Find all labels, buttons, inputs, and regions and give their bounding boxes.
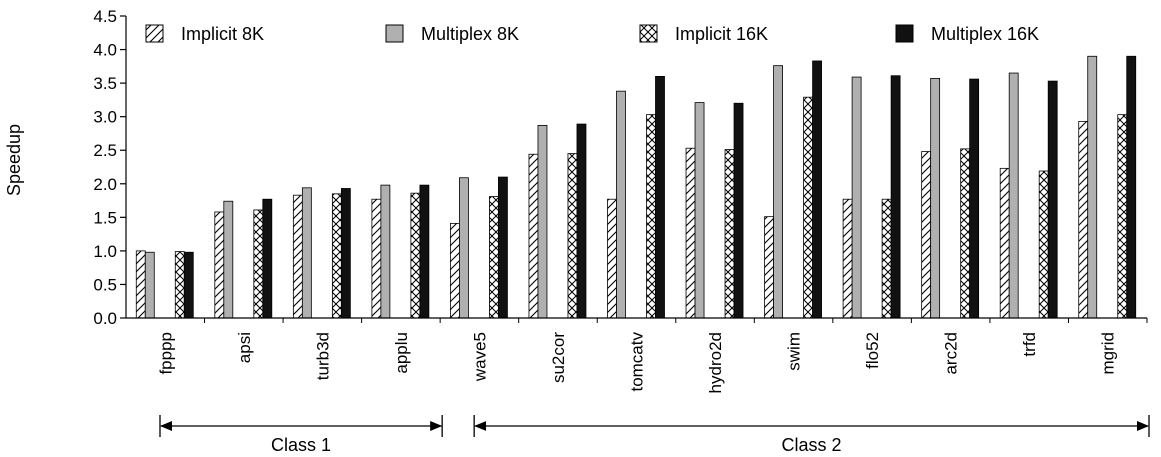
- bar-wave5-multiplex-8k: [459, 177, 469, 319]
- y-tick-label: 2.5: [93, 141, 117, 160]
- bar-mgrid-multiplex-8k: [1087, 55, 1098, 319]
- legend-swatch-implicit-8k: [145, 24, 164, 43]
- bar-arc2d-implicit-8k: [921, 151, 932, 319]
- bar-applu-multiplex-16k: [419, 184, 430, 319]
- bar-apsi-implicit-16k: [253, 209, 264, 319]
- bar-hydro2d-implicit-16k: [724, 149, 735, 319]
- legend-swatch-implicit-16k: [639, 24, 658, 43]
- legend-swatch-multiplex-8k: [385, 24, 404, 43]
- y-tick-label: 1.0: [93, 242, 117, 261]
- y-axis-label: Speedup: [4, 124, 24, 196]
- y-tick-label: 0.5: [93, 275, 117, 294]
- legend-label: Multiplex 16K: [931, 24, 1039, 44]
- legend-label: Multiplex 8K: [421, 24, 519, 44]
- bar-tomcatv-multiplex-8k: [616, 90, 626, 319]
- bar-tomcatv-implicit-8k: [607, 198, 617, 319]
- bar-apsi-multiplex-16k: [262, 198, 273, 319]
- bar-su2cor-multiplex-8k: [537, 124, 548, 319]
- bar-trfd-multiplex-8k: [1008, 72, 1019, 319]
- y-tick-label: 2.0: [93, 175, 117, 194]
- y-tick-label: 4.5: [93, 7, 117, 26]
- x-tick-label: swim: [785, 332, 804, 371]
- x-tick-label: flo52: [863, 332, 882, 369]
- x-tick-label: mgrid: [1099, 332, 1118, 375]
- bar-arc2d-multiplex-8k: [930, 78, 941, 319]
- bar-apsi-multiplex-8k: [223, 200, 234, 319]
- bar-swim-implicit-16k: [803, 96, 813, 319]
- y-tick-label: 3.0: [93, 108, 117, 127]
- x-tick-label: turb3d: [313, 332, 332, 380]
- bar-hydro2d-multiplex-8k: [694, 102, 705, 319]
- bar-su2cor-implicit-16k: [567, 153, 578, 319]
- y-tick-label: 1.5: [93, 208, 117, 227]
- bar-swim-multiplex-8k: [773, 65, 783, 319]
- bar-turb3d-implicit-16k: [331, 193, 342, 319]
- class-label: Class 1: [271, 435, 331, 455]
- bar-turb3d-multiplex-8k: [301, 187, 312, 319]
- x-tick-label: hydro2d: [706, 332, 725, 393]
- bar-flo52-implicit-8k: [842, 198, 853, 319]
- bar-applu-implicit-16k: [410, 192, 421, 319]
- y-tick-label: 4.0: [93, 41, 117, 60]
- bar-mgrid-multiplex-16k: [1126, 55, 1137, 319]
- bar-mgrid-implicit-16k: [1117, 114, 1128, 319]
- bar-arc2d-implicit-16k: [960, 148, 971, 319]
- y-tick-label: 3.5: [93, 74, 117, 93]
- bar-fpppp-multiplex-16k: [183, 251, 194, 319]
- class-annotations: Class 1 Class 2: [159, 415, 1150, 455]
- y-tick-label: 0.0: [93, 309, 117, 328]
- bar-hydro2d-multiplex-16k: [733, 102, 744, 319]
- x-tick-label: su2cor: [549, 332, 568, 383]
- legend-label: Implicit 16K: [675, 24, 768, 44]
- x-tick-label: fpppp: [156, 332, 175, 375]
- bar-su2cor-implicit-8k: [528, 153, 539, 319]
- x-tick-label: trfd: [1020, 332, 1039, 357]
- bar-wave5-multiplex-16k: [498, 176, 508, 319]
- bar-mgrid-implicit-8k: [1078, 120, 1089, 319]
- bar-trfd-multiplex-16k: [1047, 80, 1058, 319]
- x-tick-label: wave5: [470, 332, 489, 382]
- bar-applu-multiplex-8k: [380, 184, 391, 319]
- y-axis: 0.0 0.5 1.0 1.5 2.0 2.5 3.0 3.5 4.0 4.5: [93, 7, 127, 328]
- class-label: Class 2: [782, 435, 842, 455]
- bar-hydro2d-implicit-8k: [685, 147, 696, 319]
- bar-flo52-multiplex-8k: [851, 76, 862, 319]
- x-tick-label: apsi: [235, 332, 254, 363]
- bar-turb3d-implicit-8k: [292, 194, 303, 319]
- bar-swim-multiplex-16k: [812, 60, 822, 319]
- bar-trfd-implicit-8k: [999, 167, 1010, 319]
- bar-wave5-implicit-16k: [489, 196, 499, 319]
- bar-flo52-implicit-16k: [881, 198, 892, 319]
- bar-su2cor-multiplex-16k: [576, 123, 587, 319]
- bar-fpppp-implicit-8k: [135, 250, 146, 319]
- bar-wave5-implicit-8k: [450, 222, 460, 319]
- bars: [135, 55, 1137, 319]
- bar-turb3d-multiplex-16k: [340, 188, 351, 319]
- bar-fpppp-implicit-16k: [174, 251, 185, 319]
- legend-label: Implicit 8K: [181, 24, 264, 44]
- bar-flo52-multiplex-16k: [890, 75, 901, 319]
- bar-applu-implicit-8k: [371, 198, 382, 319]
- legend-swatch-multiplex-16k: [895, 24, 914, 43]
- bar-trfd-implicit-16k: [1038, 170, 1049, 319]
- bar-tomcatv-multiplex-16k: [655, 76, 665, 319]
- x-tick-label: applu: [392, 332, 411, 374]
- bar-apsi-implicit-8k: [214, 211, 225, 319]
- bar-arc2d-multiplex-16k: [969, 78, 980, 319]
- bar-tomcatv-implicit-16k: [646, 114, 656, 319]
- x-tick-label: tomcatv: [628, 332, 647, 392]
- legend: Implicit 8K Multiplex 8K Implicit 16K Multi…: [145, 24, 1039, 44]
- bar-swim-implicit-8k: [764, 216, 774, 319]
- x-axis: fpppp apsi turb3d applu wave5 su2cor tomcatv hy…: [126, 317, 1148, 393]
- x-tick-label: arc2d: [942, 332, 961, 375]
- bar-fpppp-multiplex-8k: [144, 251, 155, 319]
